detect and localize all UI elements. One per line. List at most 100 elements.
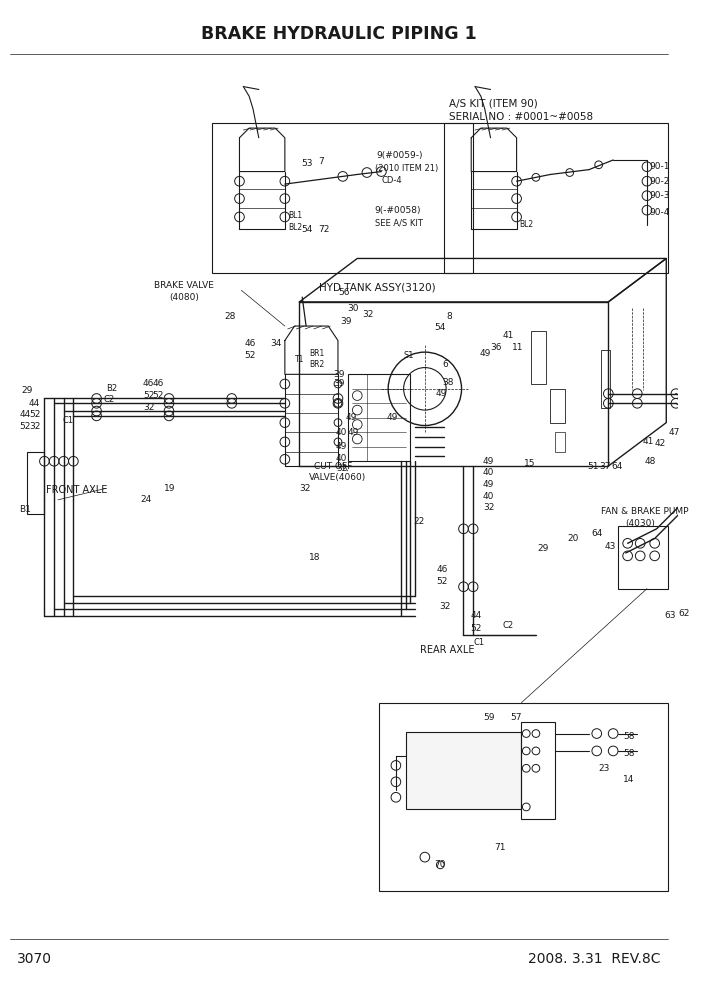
- Text: 52: 52: [29, 411, 40, 420]
- Text: 51: 51: [587, 461, 599, 470]
- Text: BL2: BL2: [288, 223, 302, 232]
- Text: 7: 7: [319, 158, 324, 167]
- Text: 57: 57: [510, 712, 522, 721]
- Text: 40: 40: [335, 428, 347, 436]
- Text: B2: B2: [106, 384, 117, 393]
- Text: 32: 32: [143, 403, 154, 412]
- Text: 6: 6: [442, 360, 448, 369]
- Text: C2: C2: [502, 621, 513, 630]
- Text: S1: S1: [404, 350, 414, 359]
- Text: T1: T1: [295, 355, 304, 364]
- Text: 32: 32: [299, 484, 311, 493]
- Text: 71: 71: [494, 843, 506, 852]
- Text: 37: 37: [600, 461, 611, 470]
- Text: BL1: BL1: [288, 210, 302, 219]
- Text: 32: 32: [439, 601, 451, 611]
- Text: 47: 47: [668, 428, 680, 436]
- Text: B1: B1: [20, 505, 31, 514]
- Text: 29: 29: [537, 544, 548, 553]
- Text: 39: 39: [340, 316, 352, 325]
- Text: 30: 30: [347, 305, 359, 313]
- Text: 49: 49: [345, 414, 357, 423]
- Text: BRAKE HYDRAULIC PIPING 1: BRAKE HYDRAULIC PIPING 1: [201, 26, 477, 44]
- Bar: [618, 526, 668, 588]
- Text: 49: 49: [435, 389, 447, 398]
- Text: CUT OFF: CUT OFF: [314, 461, 352, 470]
- Text: FAN & BRAKE PUMP: FAN & BRAKE PUMP: [601, 507, 688, 516]
- Text: 49: 49: [336, 442, 347, 451]
- Text: 52: 52: [152, 391, 164, 400]
- Text: 32: 32: [483, 503, 494, 512]
- Text: 54: 54: [301, 225, 312, 234]
- Text: 90-1: 90-1: [650, 163, 670, 172]
- Text: 53: 53: [301, 160, 313, 169]
- Text: 42: 42: [655, 439, 666, 448]
- Bar: [347, 374, 411, 461]
- Text: 52: 52: [244, 350, 256, 359]
- Text: 49: 49: [483, 456, 494, 465]
- Text: 34: 34: [270, 339, 282, 348]
- Text: 49: 49: [483, 480, 494, 489]
- Text: C2: C2: [103, 395, 114, 404]
- Text: BR2: BR2: [309, 360, 324, 369]
- Text: 20: 20: [568, 534, 579, 543]
- Text: 59: 59: [483, 712, 494, 721]
- Text: 64: 64: [591, 529, 602, 538]
- Bar: [601, 350, 610, 408]
- Text: 44: 44: [20, 411, 31, 420]
- Text: BRAKE VALVE: BRAKE VALVE: [154, 281, 214, 290]
- Bar: [378, 702, 668, 891]
- Text: FRONT AXLE: FRONT AXLE: [46, 485, 107, 495]
- Text: 64: 64: [611, 461, 623, 470]
- Bar: [550, 389, 565, 423]
- Text: BR1: BR1: [309, 348, 324, 357]
- Text: (2010 ITEM 21): (2010 ITEM 21): [375, 164, 438, 174]
- Text: SEE A/S KIT: SEE A/S KIT: [375, 218, 423, 227]
- Bar: [27, 451, 44, 514]
- Text: 15: 15: [524, 458, 536, 467]
- Text: VALVE(4060): VALVE(4060): [309, 473, 366, 482]
- Text: 32: 32: [362, 310, 373, 319]
- Text: 46: 46: [143, 380, 154, 389]
- Text: 41: 41: [642, 437, 654, 446]
- Text: 32: 32: [29, 422, 40, 431]
- Text: 28: 28: [224, 311, 235, 320]
- Text: 44: 44: [470, 611, 482, 620]
- Text: 70: 70: [435, 860, 446, 869]
- Bar: [213, 123, 473, 273]
- Text: 90-4: 90-4: [650, 207, 670, 216]
- Text: 2008. 3.31  REV.8C: 2008. 3.31 REV.8C: [528, 951, 661, 965]
- Text: 49: 49: [480, 348, 491, 357]
- Text: 90-3: 90-3: [650, 191, 670, 200]
- Text: 58: 58: [623, 732, 635, 741]
- Text: 46: 46: [244, 339, 256, 348]
- Text: 38: 38: [442, 378, 453, 387]
- Text: 40: 40: [483, 491, 494, 501]
- Bar: [444, 123, 668, 273]
- Text: 58: 58: [623, 749, 635, 758]
- Text: 19: 19: [164, 484, 176, 493]
- Text: 22: 22: [413, 517, 425, 526]
- Text: 44: 44: [29, 399, 40, 408]
- Text: 52: 52: [470, 624, 482, 633]
- Bar: [555, 433, 565, 451]
- Text: 52: 52: [437, 577, 448, 586]
- Text: C1: C1: [473, 638, 484, 647]
- Text: 9(#0059-): 9(#0059-): [376, 151, 423, 160]
- Text: 54: 54: [435, 323, 446, 332]
- Text: 48: 48: [645, 456, 656, 465]
- Text: 46: 46: [437, 564, 448, 574]
- Bar: [522, 722, 555, 818]
- Text: 8: 8: [446, 311, 452, 320]
- Text: 32: 32: [336, 464, 347, 473]
- Text: 46: 46: [152, 380, 164, 389]
- Text: 52: 52: [143, 391, 154, 400]
- Text: 14: 14: [623, 776, 634, 785]
- Text: 3070: 3070: [18, 951, 53, 965]
- Text: 40: 40: [483, 468, 494, 477]
- Text: 29: 29: [21, 386, 32, 395]
- Text: HYD TANK ASSY(3120): HYD TANK ASSY(3120): [319, 283, 435, 293]
- Text: 56: 56: [338, 288, 350, 297]
- Text: 39: 39: [333, 370, 345, 379]
- Text: 72: 72: [319, 225, 330, 234]
